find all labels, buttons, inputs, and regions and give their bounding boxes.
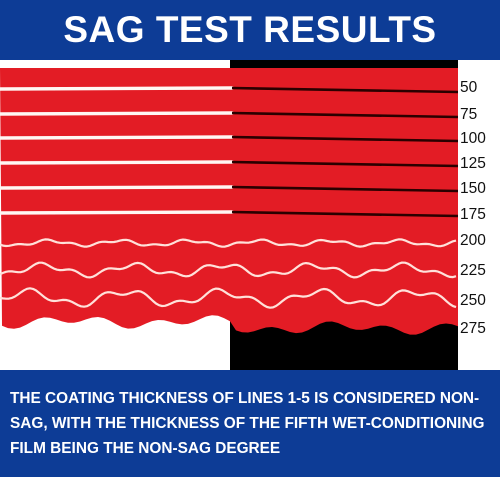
stripe-line-white-2 bbox=[0, 111, 234, 116]
thickness-label-225: 225 bbox=[460, 262, 486, 279]
stripe-line-dark-4 bbox=[231, 160, 458, 168]
stripe-line-dark-6 bbox=[231, 210, 458, 218]
stripe-line-white-3 bbox=[0, 135, 234, 140]
sag-wave-line-3 bbox=[0, 287, 457, 309]
stripe-line-white-5 bbox=[0, 185, 234, 190]
thickness-label-150: 150 bbox=[460, 180, 486, 197]
page-title: SAG TEST RESULTS bbox=[63, 9, 437, 50]
title-banner: SAG TEST RESULTS bbox=[0, 0, 500, 60]
thickness-label-275: 275 bbox=[460, 320, 486, 337]
description-banner: THE COATING THICKNESS OF LINES 1-5 IS CO… bbox=[0, 370, 500, 477]
thickness-label-175: 175 bbox=[460, 206, 486, 223]
thickness-label-125: 125 bbox=[460, 155, 486, 172]
stripe-line-white-4 bbox=[0, 160, 234, 165]
stripe-line-dark-5 bbox=[231, 185, 458, 193]
stripe-line-white-6 bbox=[0, 210, 234, 215]
thickness-label-50: 50 bbox=[460, 79, 478, 96]
stripe-line-white-1 bbox=[0, 86, 234, 91]
sag-test-panel bbox=[0, 60, 500, 370]
thickness-labels: 50 75 100 125 150 175 200 225 250 275 bbox=[458, 60, 500, 370]
sag-wave-line-1 bbox=[0, 238, 457, 248]
thickness-label-250: 250 bbox=[460, 292, 486, 309]
description-text: THE COATING THICKNESS OF LINES 1-5 IS CO… bbox=[10, 390, 485, 457]
stripe-line-dark-2 bbox=[231, 111, 458, 119]
sag-test-image bbox=[0, 60, 458, 370]
sag-wave-line-2 bbox=[0, 261, 457, 279]
thickness-label-100: 100 bbox=[460, 130, 486, 147]
stripe-line-dark-3 bbox=[231, 135, 458, 143]
thickness-label-200: 200 bbox=[460, 232, 486, 249]
thickness-label-75: 75 bbox=[460, 106, 478, 123]
stripe-line-dark-1 bbox=[231, 86, 458, 94]
